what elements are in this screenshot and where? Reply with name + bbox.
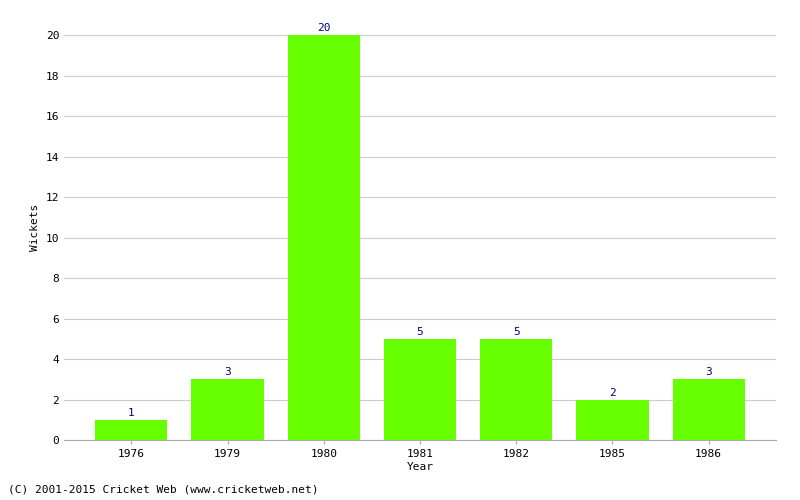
Y-axis label: Wickets: Wickets: [30, 204, 40, 251]
Text: 3: 3: [706, 368, 712, 378]
Bar: [673, 380, 745, 440]
Text: 1: 1: [128, 408, 134, 418]
X-axis label: Year: Year: [406, 462, 434, 472]
Text: 3: 3: [224, 368, 231, 378]
Bar: [95, 420, 167, 440]
Text: 5: 5: [417, 327, 423, 337]
Bar: [384, 339, 456, 440]
Text: 5: 5: [513, 327, 519, 337]
Bar: [288, 35, 360, 440]
Bar: [576, 400, 649, 440]
Text: 20: 20: [317, 23, 330, 33]
Text: (C) 2001-2015 Cricket Web (www.cricketweb.net): (C) 2001-2015 Cricket Web (www.cricketwe…: [8, 485, 318, 495]
Bar: [191, 380, 264, 440]
Bar: [480, 339, 552, 440]
Text: 2: 2: [609, 388, 616, 398]
